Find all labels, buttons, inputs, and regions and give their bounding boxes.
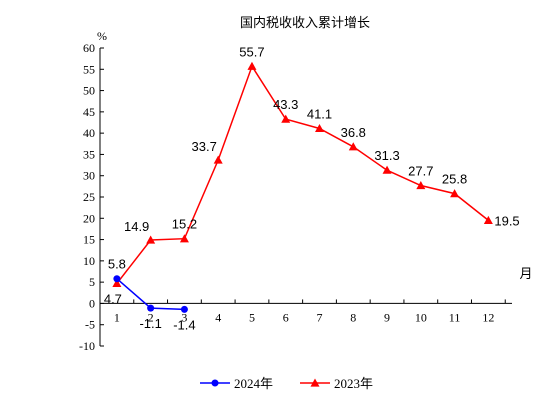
data-label: 25.8 (442, 172, 467, 187)
data-point (147, 304, 155, 312)
series-2023年: 4.7 14.9 15.2 33.7 55.7 43.3 41.1 36.8 31.3 27.7 2… (104, 44, 520, 306)
data-point (180, 305, 188, 313)
y-tick-label: 55 (83, 62, 95, 76)
data-point (112, 278, 122, 288)
series-layer: 4.7 14.9 15.2 33.7 55.7 43.3 41.1 36.8 31.3 27.7 2… (104, 44, 520, 332)
legend-label: 2023年 (334, 376, 373, 391)
x-tick-label: 6 (283, 310, 289, 324)
data-label: 55.7 (239, 44, 264, 59)
data-point (179, 234, 189, 243)
legend-item-2023年: 2023年 (300, 376, 373, 391)
data-label: 27.7 (408, 164, 433, 179)
y-tick-label: -10 (79, 339, 95, 353)
legend-marker (211, 379, 219, 387)
data-label: 33.7 (192, 139, 217, 154)
legend-item-2024年: 2024年 (200, 376, 273, 391)
legend-marker (310, 378, 320, 387)
data-point (281, 114, 291, 123)
data-point (348, 142, 358, 151)
chart-title: 国内税收收入累计增长 (240, 15, 370, 31)
y-tick-label: 45 (83, 105, 95, 119)
series-line (116, 64, 489, 284)
y-tick-label: 60 (83, 41, 95, 55)
y-tick-label: 25 (83, 190, 95, 204)
x-tick-label: 2 (148, 310, 154, 324)
data-point (113, 275, 121, 283)
x-tick-label: 3 (181, 310, 187, 324)
y-tick-label: 40 (83, 126, 95, 140)
y-tick-label: 30 (83, 169, 95, 183)
y-tick-label: 20 (83, 211, 95, 225)
data-label: -1.1 (139, 316, 161, 331)
data-label: 15.2 (172, 217, 197, 232)
data-point (483, 215, 493, 225)
x-tick-label: 9 (384, 310, 390, 324)
data-label: 5.8 (108, 257, 126, 272)
data-label: 19.5 (494, 213, 519, 228)
x-tick-label: 12 (482, 310, 494, 324)
data-point (382, 165, 392, 174)
y-tick-label: 50 (83, 84, 95, 98)
x-tick-label: 10 (415, 310, 427, 324)
y-tick-label: 35 (83, 147, 95, 161)
data-label: 4.7 (104, 291, 122, 306)
x-tick-label: 5 (249, 310, 255, 324)
x-tick-label: 1 (114, 310, 120, 324)
x-tick-label: 11 (449, 310, 461, 324)
x-tick-label: 7 (317, 310, 323, 324)
data-label: 36.8 (341, 125, 366, 140)
y-axis-unit: % (97, 29, 107, 43)
data-label: 14.9 (124, 219, 149, 234)
data-label: 41.1 (307, 106, 332, 121)
y-tick-label: 15 (83, 233, 95, 247)
y-tick-label: 0 (89, 296, 95, 310)
data-point (247, 61, 257, 70)
data-label: 31.3 (374, 148, 399, 163)
legend-label: 2024年 (234, 376, 273, 391)
data-label: -1.4 (173, 317, 195, 332)
x-tick-label: 4 (215, 310, 221, 324)
y-tick-label: 10 (83, 254, 95, 268)
data-point (450, 189, 460, 198)
series-2024年: 5.8 -1.1 -1.4 (108, 257, 196, 333)
data-point (315, 123, 325, 133)
legend: 2024年 2023年 (200, 376, 373, 391)
data-point (146, 235, 156, 244)
x-axis-unit: 月 (519, 267, 532, 282)
data-label: 43.3 (273, 97, 298, 112)
data-point (213, 155, 223, 164)
y-tick-label: 5 (89, 275, 95, 289)
y-tick-label: -5 (85, 318, 95, 332)
x-tick-label: 8 (350, 310, 356, 324)
data-point (416, 181, 426, 190)
